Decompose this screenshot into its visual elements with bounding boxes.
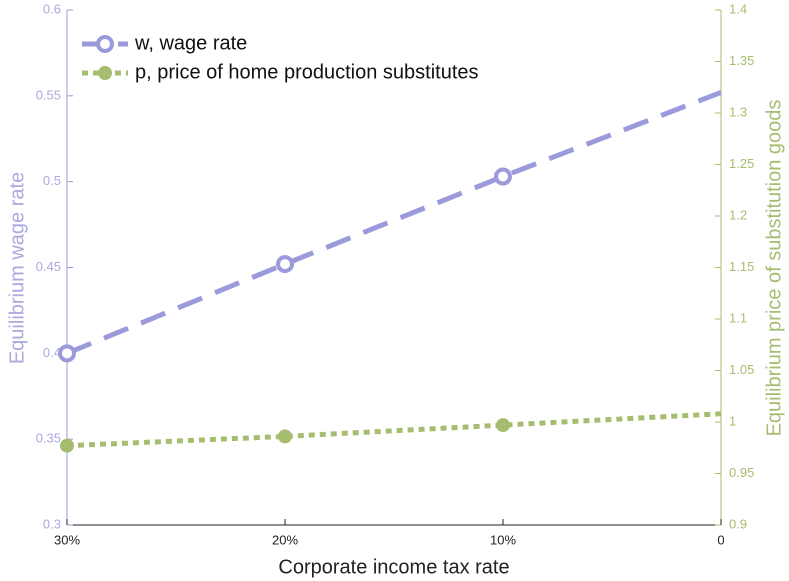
y-tick-label: 0.6 bbox=[43, 1, 61, 16]
x-tick-label: 30% bbox=[54, 532, 80, 547]
y-tick-label: 0.3 bbox=[43, 516, 61, 531]
y2-tick-label: 1.15 bbox=[729, 259, 754, 274]
x-tick-label: 20% bbox=[272, 532, 298, 547]
y-axis-label: Equilibrium wage rate bbox=[6, 172, 28, 364]
legend-marker bbox=[96, 35, 114, 53]
series-line bbox=[66, 411, 722, 449]
marker bbox=[278, 429, 292, 444]
y2-tick-label: 0.9 bbox=[729, 516, 747, 531]
y-tick-label: 0.45 bbox=[36, 259, 61, 274]
y2-axis-label: Equilibrium price of substitution goods bbox=[763, 100, 785, 437]
marker bbox=[276, 255, 294, 274]
y-tick-label: 0.4 bbox=[43, 345, 61, 360]
y2-tick-label: 1.2 bbox=[729, 207, 747, 222]
y-tick-label: 0.5 bbox=[43, 173, 61, 188]
marker bbox=[60, 438, 74, 453]
marker bbox=[494, 167, 512, 186]
y2-tick-label: 1.1 bbox=[729, 310, 747, 325]
legend-marker bbox=[98, 66, 112, 80]
y2-tick-label: 0.95 bbox=[729, 465, 754, 480]
x-tick-label: 0 bbox=[717, 532, 724, 547]
series-line bbox=[66, 90, 722, 356]
y2-tick-label: 1.25 bbox=[729, 156, 754, 171]
x-axis-label: Corporate income tax rate bbox=[278, 556, 509, 578]
y-tick-label: 0.35 bbox=[36, 431, 61, 446]
y2-tick-label: 1.35 bbox=[729, 53, 754, 68]
x-tick-label: 10% bbox=[490, 532, 516, 547]
legend-label: p, price of home production substitutes bbox=[135, 61, 479, 83]
y2-tick-label: 1.4 bbox=[729, 1, 747, 16]
legend-label: w, wage rate bbox=[134, 32, 247, 54]
y2-tick-label: 1.3 bbox=[729, 104, 747, 119]
y-tick-label: 0.55 bbox=[36, 87, 61, 102]
y2-tick-label: 1 bbox=[729, 413, 736, 428]
marker bbox=[496, 418, 510, 433]
y2-tick-label: 1.05 bbox=[729, 362, 754, 377]
marker bbox=[58, 344, 76, 363]
